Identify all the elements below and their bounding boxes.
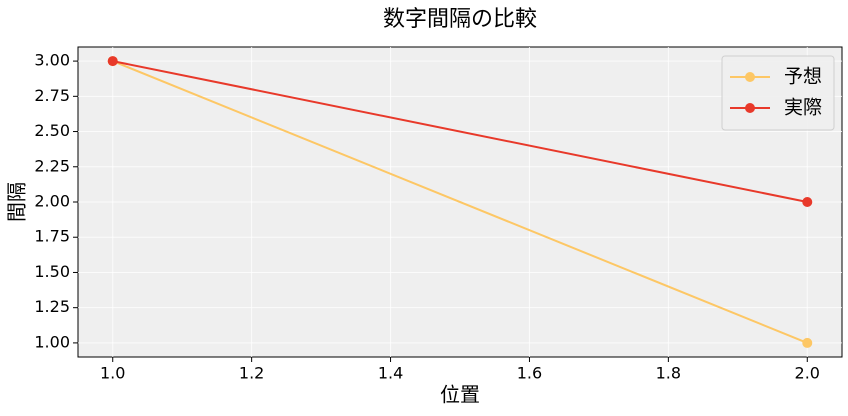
x-tick-label: 1.8: [656, 364, 681, 383]
marker: [802, 337, 813, 348]
y-tick-label: 1.75: [34, 227, 70, 246]
x-tick-label: 1.4: [378, 364, 403, 383]
x-tick-label: 1.2: [239, 364, 264, 383]
marker: [107, 56, 118, 67]
legend-label: 予想: [784, 66, 822, 88]
chart-title: 数字間隔の比較: [383, 7, 537, 32]
x-tick-label: 2.0: [795, 364, 820, 383]
y-tick-label: 2.25: [34, 156, 70, 175]
y-tick-label: 1.50: [34, 262, 70, 281]
legend-label: 実際: [784, 97, 822, 119]
y-tick-label: 1.00: [34, 332, 70, 351]
y-tick-label: 1.25: [34, 297, 70, 316]
y-tick-label: 3.00: [34, 51, 70, 70]
y-axis-label: 間隔: [5, 182, 29, 222]
legend-marker: [745, 103, 755, 113]
y-tick-label: 2.75: [34, 86, 70, 105]
x-tick-label: 1.0: [100, 364, 125, 383]
marker: [802, 197, 813, 207]
y-tick-label: 2.00: [34, 192, 70, 211]
line: [112, 60, 808, 203]
x-axis-label: 位置: [440, 383, 480, 407]
legend-marker: [745, 72, 755, 82]
y-tick-label: 2.50: [34, 121, 70, 140]
line: [112, 60, 808, 344]
x-tick-label: 1.6: [517, 364, 542, 383]
